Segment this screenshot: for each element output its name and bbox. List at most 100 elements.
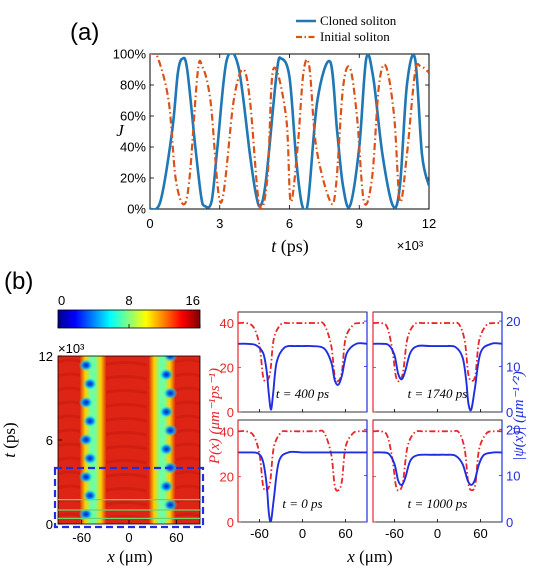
- profile-right-ytick-label: 20: [506, 314, 520, 329]
- chart-a-xlabel-unit: (ps): [276, 236, 309, 257]
- profile-right-ytick-label: 0: [506, 405, 513, 420]
- heatmap-y-exponent: ×10³: [58, 341, 85, 356]
- chart-a-ytick-label: 40%: [120, 140, 146, 155]
- soliton-dip-right: [163, 498, 178, 511]
- profile-xtick-label: 60: [473, 526, 487, 541]
- profile-time-label: t = 0 ps: [282, 496, 322, 511]
- chart-a-x-exponent: ×10³: [397, 238, 424, 253]
- chart-a-legend: Cloned soliton Initial soliton: [296, 13, 397, 44]
- profile-xtick-label: 0: [299, 526, 306, 541]
- chart-b-map: 0 8 16 -60 0 60 0 6 12 ×10³ t (ps) x (μm): [0, 293, 205, 566]
- profile-time-label: t = 400 ps: [276, 386, 329, 401]
- legend-label-initial: Initial soliton: [320, 29, 390, 44]
- soliton-dip-left: [82, 489, 97, 502]
- chart-a-ytick-label: 60%: [120, 109, 146, 124]
- psi-curve: [373, 451, 502, 486]
- colorbar-ticks: 0 8 16: [57, 293, 201, 328]
- profile-right-ytick-label: 0: [506, 515, 513, 530]
- heatmap-wave-band: [58, 372, 200, 381]
- heatmap-ytick-label: 6: [46, 433, 53, 448]
- chart-a-ytick-label: 0%: [127, 202, 146, 217]
- chart-a-xlabel-var: t: [271, 236, 277, 256]
- soliton-dip-right: [159, 443, 174, 456]
- heatmap-xlabel-unit: (μm): [115, 547, 153, 566]
- profile-xlabel-unit: (μm): [355, 547, 393, 566]
- soliton-dip-right: [163, 356, 178, 362]
- profile-xtick-label: 60: [338, 526, 352, 541]
- profile-panel: 0 20 40 t = 400 ps: [220, 311, 368, 420]
- profile-left-ytick-label: 20: [220, 361, 234, 376]
- heatmap-wave-band: [58, 470, 200, 479]
- profile-xlabel: x (μm): [346, 547, 392, 566]
- profile-right-ylabel-text: |ψ(x)| (μm⁻¹ᐟ²): [511, 371, 527, 461]
- profile-left-ylabel-text: P(x) (μm⁻¹ps⁻¹): [207, 368, 223, 465]
- heatmap-soliton-dips: [78, 356, 178, 521]
- soliton-dip-left: [82, 415, 97, 428]
- heatmap-field: [58, 356, 200, 524]
- heatmap-wave-band: [58, 358, 200, 367]
- soliton-dip-right: [163, 424, 178, 437]
- profile-left-ytick-label: 0: [227, 515, 234, 530]
- profile-panel: -60 0 60 0 10 20 t = 1000 ps: [372, 419, 520, 541]
- profile-time-label: t = 1740 ps: [408, 386, 468, 401]
- colorbar-tick-label: 8: [125, 293, 132, 308]
- heatmap-xlabel-var: x: [106, 547, 115, 566]
- heatmap-ylabel: t (ps): [0, 422, 19, 457]
- profile-left-ytick-label: 20: [220, 470, 234, 485]
- soliton-dip-right: [159, 480, 174, 493]
- heatmap-xlabel: x (μm): [106, 547, 152, 566]
- profile-right-ytick-label: 10: [506, 360, 520, 375]
- heatmap-ticks: -60 0 60 0 6 12: [39, 349, 184, 545]
- heatmap-wave-band: [58, 484, 200, 493]
- heatmap-wave-band: [58, 442, 200, 451]
- panel-a-label: (a): [70, 19, 99, 46]
- chart-a-xtick-label: 0: [146, 216, 153, 231]
- chart-a-ytick-label: 100%: [113, 47, 147, 62]
- chart-a-xlabel: t (ps): [271, 236, 309, 257]
- profile-xtick-label: -60: [385, 526, 404, 541]
- profile-left-ytick-label: 0: [227, 405, 234, 420]
- profile-xtick-label: 0: [434, 526, 441, 541]
- heatmap-ylabel-unit: (ps): [0, 422, 19, 453]
- power-curve: [238, 429, 367, 492]
- series-line-initial: [150, 54, 429, 209]
- profile-right-ytick-label: 20: [506, 422, 520, 437]
- profile-curves: [373, 429, 502, 492]
- heatmap-guides: [53, 466, 205, 529]
- soliton-dip-left: [78, 396, 93, 409]
- heatmap-ylabel-var: t: [0, 452, 19, 458]
- profile-frame: [237, 419, 368, 523]
- chart-a-lines: [150, 54, 429, 209]
- heatmap-xtick-label: 0: [125, 530, 132, 545]
- heatmap-xtick-label: 60: [169, 530, 183, 545]
- profile-curves: [373, 321, 502, 412]
- psi-curve: [238, 342, 367, 411]
- profile-right-ylabel: |ψ(x)| (μm⁻¹ᐟ²): [511, 371, 527, 461]
- soliton-dip-left: [78, 359, 93, 372]
- heatmap-right-channel: [149, 356, 175, 524]
- heatmap-wave-band: [58, 386, 200, 395]
- series-line-cloned: [150, 54, 429, 209]
- soliton-dip-left: [78, 508, 93, 521]
- profile-right-ytick-label: 10: [506, 469, 520, 484]
- soliton-dip-left: [78, 433, 93, 446]
- chart-a-xtick-label: 9: [356, 216, 363, 231]
- soliton-dip-right: [163, 387, 178, 400]
- profile-frame: [237, 311, 368, 413]
- profile-xtick-label: -60: [250, 526, 269, 541]
- chart-a-ytick-label: 80%: [120, 78, 146, 93]
- profile-panels: 0 20 40 t = 400 ps 0 10 20 t = 1740 ps -60 0 60 0 20…: [220, 311, 520, 541]
- profile-xlabel-var: x: [346, 547, 355, 566]
- chart-a-xtick-label: 3: [216, 216, 223, 231]
- soliton-dip-right: [159, 368, 174, 381]
- heatmap-ytick-label: 12: [39, 349, 53, 364]
- psi-curve: [373, 342, 502, 412]
- chart-a: 0 3 6 9 12 0% 20% 40% 60% 80% 100% J t (ps) ×10³ C…: [113, 13, 436, 257]
- heatmap-wave-band: [58, 414, 200, 423]
- heatmap-guide-box: [53, 466, 205, 529]
- chart-a-ylabel: J: [116, 121, 125, 140]
- profile-left-ytick-label: 40: [220, 316, 234, 331]
- chart-a-xtick-label: 6: [286, 216, 293, 231]
- profile-time-label: t = 1000 ps: [408, 496, 468, 511]
- heatmap-xtick-label: -60: [72, 530, 91, 545]
